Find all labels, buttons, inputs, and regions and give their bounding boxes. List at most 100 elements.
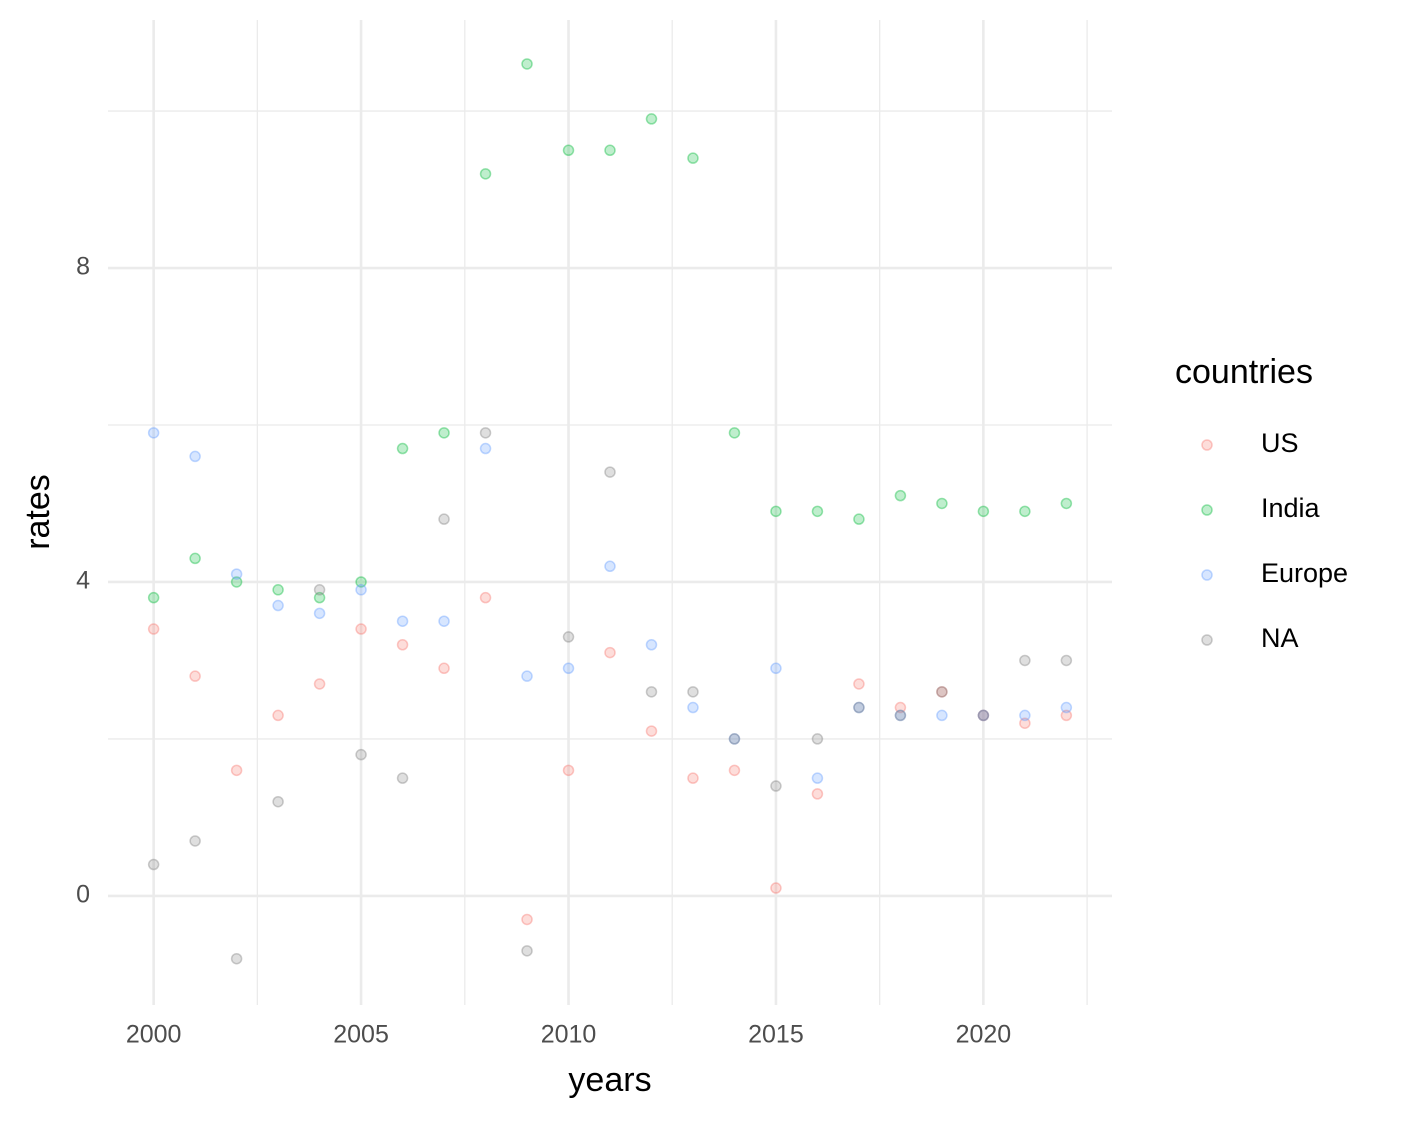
- x-tick-label: 2005: [333, 1021, 389, 1049]
- point: [562, 631, 575, 643]
- point: [1060, 709, 1073, 722]
- point: [977, 709, 990, 722]
- point: [604, 560, 616, 573]
- point: [230, 576, 243, 588]
- point: [604, 646, 616, 659]
- point: [147, 427, 160, 439]
- point: [936, 497, 948, 510]
- point: [936, 709, 948, 722]
- point: [977, 505, 990, 518]
- point: [894, 489, 907, 502]
- point: [438, 513, 450, 525]
- point: [811, 772, 824, 784]
- point: [562, 144, 575, 157]
- point: [645, 638, 658, 651]
- point: [521, 58, 533, 70]
- point: [230, 952, 243, 965]
- point: [479, 442, 492, 455]
- grid: [108, 20, 1112, 1005]
- point: [438, 615, 450, 627]
- point: [313, 607, 326, 620]
- point: [396, 442, 409, 455]
- x-tick-label: 2020: [956, 1021, 1012, 1049]
- x-tick-label: 2010: [541, 1021, 597, 1049]
- point: [562, 764, 575, 777]
- y-tick-label: 0: [76, 881, 90, 909]
- y-tick-label: 4: [76, 567, 90, 595]
- point: [645, 113, 658, 125]
- legend-label: US: [1261, 428, 1299, 458]
- point: [313, 591, 326, 604]
- point: [272, 709, 284, 722]
- point: [770, 505, 782, 518]
- y-tick-label: 8: [76, 253, 90, 281]
- point: [936, 686, 948, 698]
- x-axis-title: years: [568, 1061, 651, 1099]
- legend-label: India: [1261, 493, 1321, 523]
- point: [313, 678, 326, 690]
- point: [189, 450, 201, 463]
- point: [521, 913, 533, 926]
- legend-label: NA: [1261, 623, 1299, 653]
- x-tick-label: 2000: [126, 1021, 182, 1049]
- point: [189, 552, 201, 565]
- legend-marker: [1201, 504, 1213, 516]
- point: [355, 748, 367, 761]
- point: [479, 168, 492, 180]
- point: [1060, 654, 1073, 667]
- point: [770, 882, 782, 894]
- point: [687, 701, 699, 714]
- point: [479, 427, 492, 439]
- point: [479, 591, 492, 604]
- point: [728, 427, 741, 439]
- point: [396, 638, 409, 651]
- point: [272, 584, 284, 596]
- point: [687, 686, 699, 698]
- point: [355, 584, 367, 596]
- point: [438, 427, 450, 439]
- point: [604, 144, 616, 157]
- point: [977, 709, 990, 722]
- point: [687, 772, 699, 784]
- point: [438, 662, 450, 675]
- point: [894, 701, 907, 714]
- point: [1019, 709, 1031, 722]
- legend-marker: [1201, 634, 1213, 646]
- point: [355, 623, 367, 635]
- legend-title: countries: [1175, 353, 1313, 391]
- point: [687, 152, 699, 164]
- point: [272, 599, 284, 612]
- point: [1019, 505, 1031, 518]
- point: [1019, 717, 1031, 729]
- point: [396, 615, 409, 627]
- point: [811, 733, 824, 745]
- point: [313, 584, 326, 596]
- point: [1060, 497, 1073, 510]
- point: [770, 662, 782, 675]
- point: [230, 764, 243, 777]
- point: [645, 686, 658, 698]
- point: [811, 788, 824, 800]
- point: [521, 945, 533, 957]
- point: [894, 709, 907, 722]
- point: [853, 513, 865, 525]
- legend-marker: [1201, 569, 1213, 581]
- point: [230, 568, 243, 580]
- point: [936, 686, 948, 698]
- legend-marker: [1201, 439, 1213, 451]
- y-axis-title: rates: [19, 474, 57, 550]
- point: [728, 733, 741, 745]
- point: [811, 505, 824, 518]
- point: [272, 795, 284, 808]
- point: [521, 670, 533, 682]
- legend-label: Europe: [1261, 558, 1348, 588]
- point: [147, 591, 160, 604]
- point: [1060, 701, 1073, 714]
- point: [604, 466, 616, 478]
- point: [894, 709, 907, 722]
- point: [147, 623, 160, 635]
- point: [147, 858, 160, 871]
- point: [853, 701, 865, 714]
